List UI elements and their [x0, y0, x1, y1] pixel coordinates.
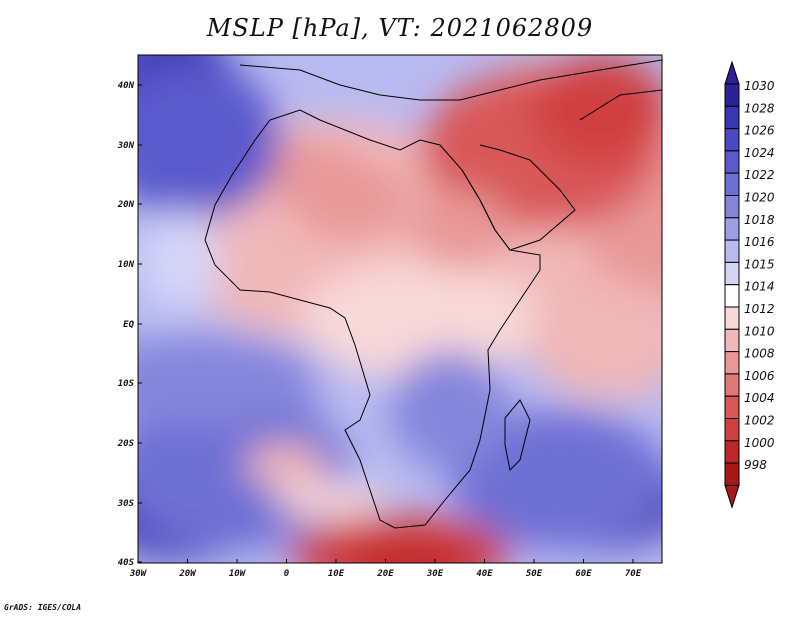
legend-swatch	[724, 105, 740, 130]
lon-tick-label: 60E	[575, 569, 592, 579]
legend-swatch	[724, 239, 740, 263]
legend-label: 1018	[744, 213, 775, 227]
legend-label: 1026	[744, 124, 775, 138]
legend-swatch	[724, 373, 740, 397]
legend-label: 1014	[744, 280, 775, 294]
plot-frame	[137, 54, 663, 564]
legend-label: 1015	[744, 257, 775, 271]
legend-swatch	[724, 462, 740, 486]
lon-tick-label: 50E	[526, 569, 543, 579]
lat-tick-label: 40N	[118, 81, 135, 91]
lon-tick-label: 40E	[476, 569, 493, 579]
legend-label: 1006	[744, 369, 775, 383]
lat-tick-label: 10N	[118, 260, 135, 270]
legend-label: 1002	[744, 414, 775, 428]
legend-swatch	[724, 306, 740, 330]
legend-label: 998	[744, 458, 767, 472]
legend-label: 1012	[744, 302, 775, 316]
legend-label: 1010	[744, 324, 775, 338]
pressure-field	[138, 55, 662, 563]
lat-tick-label: EQ	[123, 320, 134, 330]
lat-tick-label: 40S	[118, 558, 135, 568]
legend-swatch	[724, 217, 740, 241]
lon-tick-label: 0	[284, 569, 290, 579]
legend-label: 1020	[744, 191, 775, 205]
legend-label: 1008	[744, 347, 775, 361]
lat-axis: 40N 30N 20N 10N EQ 10S 20S 30S 40S	[117, 81, 142, 568]
lon-tick-label: 30E	[426, 569, 444, 579]
legend-swatch	[724, 128, 740, 152]
lon-axis: 30W 20W 10W 0 10E 20E 30E 40E 50E 60E 70E	[129, 559, 642, 579]
lat-tick-label: 30S	[117, 499, 135, 509]
lon-tick-label: 10E	[328, 569, 345, 579]
lat-tick-label: 10S	[118, 379, 135, 389]
map-title: MSLP [hPa], VT: 2021062809	[206, 14, 594, 42]
legend-swatch	[724, 172, 740, 196]
lon-tick-label: 70E	[625, 569, 642, 579]
legend-label: 1030	[744, 79, 775, 93]
legend-swatch	[724, 284, 740, 308]
legend-label: 1022	[744, 168, 775, 182]
legend-swatch	[724, 418, 740, 442]
legend-label: 1004	[744, 391, 775, 405]
legend-swatch	[724, 328, 740, 353]
legend-swatch	[724, 395, 740, 420]
legend-label: 1028	[744, 101, 775, 115]
footer-credit: GrADS: IGES/COLA	[4, 603, 82, 612]
lon-tick-label: 10W	[229, 569, 247, 579]
coastlines	[204, 59, 662, 529]
lat-tick-label: 20S	[117, 439, 135, 449]
lon-tick-label: 30W	[129, 569, 148, 579]
legend-label: 1016	[744, 235, 775, 249]
legend-arrow-bottom	[724, 484, 740, 510]
legend-swatch	[724, 195, 740, 219]
legend-label: 1000	[744, 436, 775, 450]
legend-swatch	[724, 261, 740, 286]
legend-swatch	[724, 440, 740, 464]
legend-swatch	[724, 150, 740, 174]
legend-label: 1024	[744, 146, 775, 160]
lon-tick-label: 20W	[178, 569, 197, 579]
lat-tick-label: 20N	[117, 200, 135, 210]
legend-swatch	[724, 351, 740, 375]
lat-tick-label: 30N	[117, 141, 135, 151]
legend-swatch	[724, 83, 740, 107]
legend-arrow-top	[724, 60, 740, 85]
lon-tick-label: 20E	[376, 569, 394, 579]
